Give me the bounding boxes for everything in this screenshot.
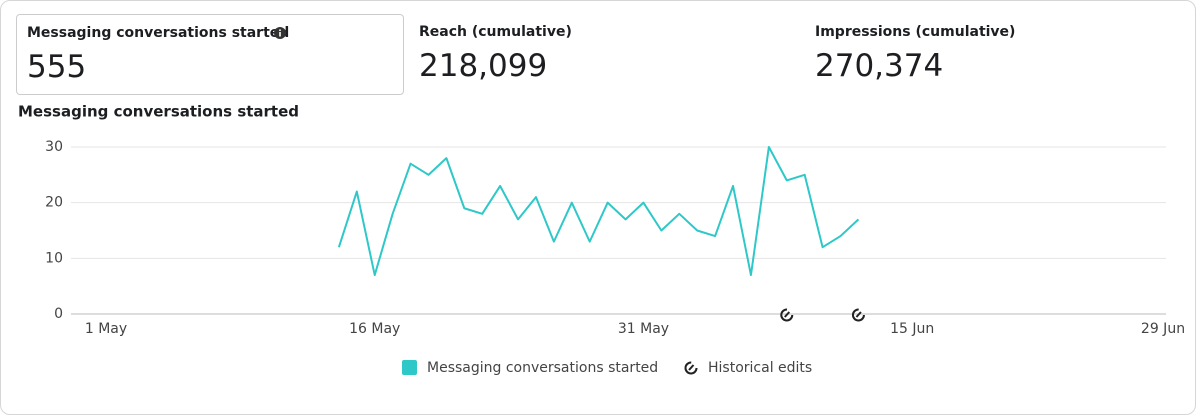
y-tick-label: 20 <box>45 195 63 211</box>
metric-value: 555 <box>27 49 87 85</box>
metric-box[interactable]: Impressions (cumulative) 270,374 <box>805 14 1185 93</box>
icon-ring <box>851 308 865 322</box>
icon-ring <box>780 308 794 322</box>
legend-swatch <box>402 360 417 375</box>
edit-marker <box>780 308 794 322</box>
legend-label: Messaging conversations started <box>427 360 658 376</box>
x-tick-label: 29 Jun <box>1141 321 1185 337</box>
metric-value: 218,099 <box>419 48 548 84</box>
legend-edit-icon <box>684 361 698 375</box>
icon-hand <box>688 364 695 371</box>
metric-value: 270,374 <box>815 48 944 84</box>
legend: Messaging conversations started Historica… <box>402 360 812 376</box>
metric-label: Messaging conversations started <box>27 25 290 41</box>
icon-hand <box>855 311 862 318</box>
x-tick-label: 1 May <box>85 321 127 337</box>
y-tick-label: 10 <box>45 250 63 266</box>
x-tick-label: 16 May <box>349 321 400 337</box>
y-tick-label: 30 <box>45 139 63 155</box>
x-tick-label: 15 Jun <box>890 321 934 337</box>
edit-marker <box>851 308 865 322</box>
metric-label: Impressions (cumulative) <box>815 24 1016 40</box>
chart-title: Messaging conversations started <box>18 103 299 121</box>
y-tick-label: 0 <box>54 306 63 322</box>
metric-box[interactable]: Reach (cumulative) 218,099 <box>409 14 789 93</box>
legend-label: Historical edits <box>708 360 812 376</box>
metric-box[interactable]: Messaging conversations started 555 <box>16 14 404 95</box>
info-icon[interactable] <box>274 27 286 39</box>
line-series <box>337 146 860 277</box>
metric-label: Reach (cumulative) <box>419 24 572 40</box>
icon-ring <box>684 361 698 375</box>
x-tick-label: 31 May <box>618 321 669 337</box>
icon-hand <box>784 311 791 318</box>
